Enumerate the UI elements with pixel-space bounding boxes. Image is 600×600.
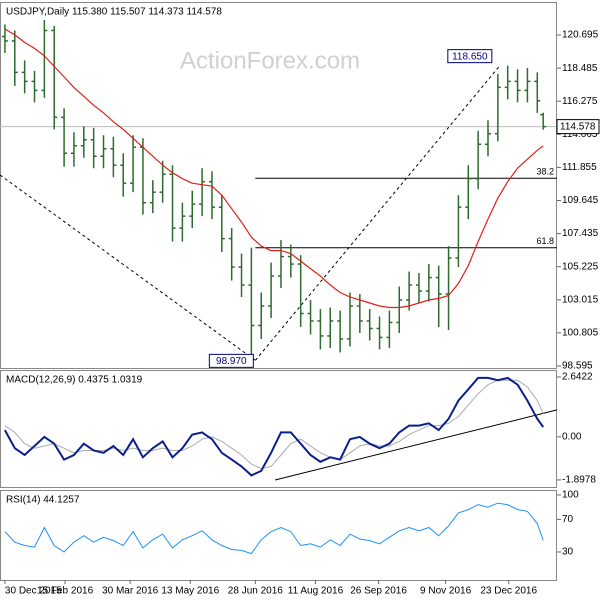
pane-frame [0,490,557,581]
y-tick-label: 103.015 [562,294,599,305]
series-line [4,376,545,477]
x-tick-label: 23 Dec 2016 [480,586,537,597]
trendline [254,65,501,361]
y-tick-label: 100 [562,490,579,501]
x-tick-label: 30 Mar 2016 [102,586,159,597]
y-tick-label: 30 [562,547,574,558]
watermark: ActionForex.com [180,47,360,74]
trendline [274,409,558,481]
series-line [4,379,544,470]
fib-label: 61.8 [536,236,554,246]
callout-box [447,49,493,64]
y-tick-label: 111.855 [562,162,597,173]
trendline [0,174,256,361]
y-tick-label: 2.6422 [562,372,593,383]
y-tick-label: 0.00 [562,432,582,443]
y-tick-label: 70 [562,514,574,525]
x-tick-label: 9 Nov 2016 [420,586,472,597]
y-tick-label: 109.645 [562,195,599,206]
y-tick-label: 114.065 [562,129,598,140]
callout-box [208,353,254,368]
pane-frame [0,2,557,369]
x-tick-label: 15 Feb 2016 [37,586,94,597]
series-line [4,502,544,555]
last-price-box [556,119,600,135]
last-price-label: 114.578 [560,121,596,132]
y-tick-label: 105.225 [562,261,599,272]
x-tick-label: 28 Jun 2016 [228,586,283,597]
callout-label: 98.970 [216,356,247,367]
x-tick-label: 30 Dec 2015 [5,586,62,597]
x-tick-label: 26 Sep 2016 [350,586,407,597]
y-tick-label: 98.595 [562,361,593,372]
callout-label: 118.650 [452,51,488,62]
y-tick-label: 116.275 [562,96,598,107]
y-tick-label: -1.8978 [562,475,596,486]
pane-title: MACD(12,26,9) 0.4375 1.0319 [6,375,143,386]
y-tick-label: 100.805 [562,328,599,339]
pane-title: RSI(14) 44.1257 [6,495,80,506]
y-tick-label: 118.485 [562,63,598,74]
pane-frame [0,370,557,488]
y-tick-label: 120.695 [562,30,599,41]
x-tick-label: 11 Aug 2016 [288,586,344,597]
series-line [4,28,544,309]
y-tick-label: 107.435 [562,228,599,239]
pane-title: USDJPY,Daily 115.380 115.507 114.373 114… [6,7,222,18]
fib-label: 38.2 [536,167,554,177]
x-tick-label: 13 May 2016 [161,586,219,597]
